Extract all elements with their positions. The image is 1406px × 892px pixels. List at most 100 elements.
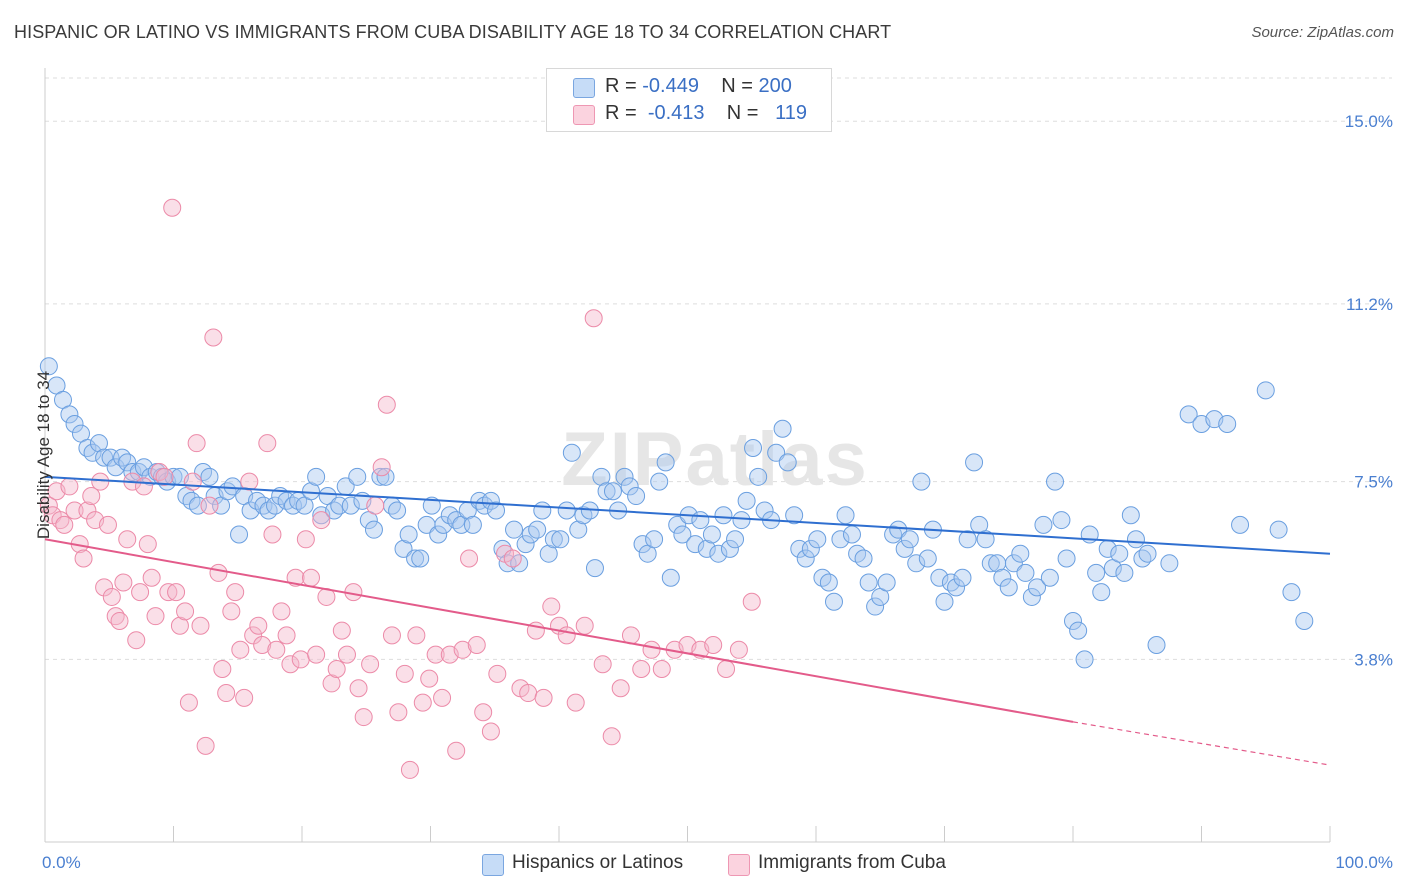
point-cuba bbox=[717, 660, 736, 679]
point-hispanic bbox=[406, 549, 425, 568]
point-hispanic bbox=[866, 597, 885, 616]
n-label: N = bbox=[721, 75, 753, 97]
point-hispanic bbox=[307, 467, 326, 486]
point-cuba bbox=[60, 477, 79, 496]
point-cuba bbox=[296, 530, 315, 549]
point-cuba bbox=[420, 669, 439, 688]
point-hispanic bbox=[447, 511, 466, 530]
point-cuba bbox=[372, 458, 391, 477]
point-cuba bbox=[377, 395, 396, 414]
point-cuba bbox=[652, 660, 671, 679]
point-hispanic bbox=[1011, 544, 1030, 563]
r-value: -0.449 bbox=[642, 75, 699, 97]
point-hispanic bbox=[691, 511, 710, 530]
point-hispanic bbox=[953, 568, 972, 587]
point-hispanic bbox=[603, 482, 622, 501]
source-note: Source: ZipAtlas.com bbox=[1251, 24, 1394, 41]
point-cuba bbox=[433, 688, 452, 707]
point-hispanic bbox=[223, 477, 242, 496]
point-hispanic bbox=[364, 520, 383, 539]
point-cuba bbox=[349, 679, 368, 698]
point-cuba bbox=[286, 568, 305, 587]
point-hispanic bbox=[557, 501, 576, 520]
point-hispanic bbox=[1133, 549, 1152, 568]
point-cuba bbox=[167, 583, 186, 602]
point-cuba bbox=[65, 501, 84, 520]
point-cuba bbox=[557, 626, 576, 645]
point-hispanic bbox=[1022, 587, 1041, 606]
point-cuba bbox=[312, 511, 331, 530]
r-value: -0.413 bbox=[647, 102, 705, 124]
chart-title: HISPANIC OR LATINO VS IMMIGRANTS FROM CU… bbox=[14, 22, 892, 42]
axes bbox=[44, 68, 1331, 843]
point-hispanic bbox=[627, 487, 646, 506]
point-hispanic bbox=[569, 520, 588, 539]
point-cuba bbox=[196, 736, 215, 755]
point-cuba bbox=[258, 434, 277, 453]
point-hispanic bbox=[1087, 563, 1106, 582]
point-hispanic bbox=[981, 554, 1000, 573]
point-hispanic bbox=[562, 443, 581, 462]
point-cuba bbox=[426, 645, 445, 664]
point-cuba bbox=[400, 760, 419, 779]
point-cuba bbox=[332, 621, 351, 640]
point-cuba bbox=[102, 587, 121, 606]
point-hispanic bbox=[1160, 554, 1179, 573]
point-hispanic bbox=[1231, 515, 1250, 534]
point-cuba bbox=[263, 525, 282, 544]
point-hispanic bbox=[1075, 650, 1094, 669]
point-cuba bbox=[39, 496, 58, 515]
tick-labels: 3.8% 7.5% 11.2% 15.0% 0.0% 100.0% bbox=[42, 112, 1393, 872]
point-cuba bbox=[389, 703, 408, 722]
point-hispanic bbox=[481, 491, 500, 510]
point-cuba bbox=[413, 693, 432, 712]
point-hispanic bbox=[95, 448, 114, 467]
point-hispanic bbox=[918, 549, 937, 568]
point-cuba bbox=[142, 568, 161, 587]
point-hispanic bbox=[912, 472, 931, 491]
point-hispanic bbox=[877, 573, 896, 592]
point-cuba bbox=[179, 693, 198, 712]
correlation-legend: R = -0.449 N = 200 R = -0.413 N = 119 bbox=[546, 68, 832, 132]
r-label: R = bbox=[605, 75, 637, 97]
point-hispanic bbox=[1057, 549, 1076, 568]
point-cuba bbox=[78, 501, 97, 520]
y-tick-label: 3.8% bbox=[1354, 650, 1393, 669]
point-cuba bbox=[534, 688, 553, 707]
legend-swatch-pink bbox=[573, 105, 595, 125]
point-hispanic bbox=[1004, 554, 1023, 573]
point-hispanic bbox=[702, 525, 721, 544]
point-cuba bbox=[602, 727, 621, 746]
point-hispanic bbox=[592, 467, 611, 486]
point-hispanic bbox=[371, 467, 390, 486]
point-cuba bbox=[95, 578, 114, 597]
point-cuba bbox=[575, 616, 594, 635]
point-cuba bbox=[481, 722, 500, 741]
point-cuba bbox=[131, 583, 150, 602]
point-hispanic bbox=[801, 539, 820, 558]
point-hispanic bbox=[1295, 611, 1314, 630]
point-cuba bbox=[542, 597, 561, 616]
point-hispanic bbox=[941, 573, 960, 592]
point-hispanic bbox=[1147, 635, 1166, 654]
legend-swatch-blue bbox=[482, 854, 504, 876]
point-cuba bbox=[163, 198, 182, 217]
y-tick-label: 11.2% bbox=[1346, 295, 1393, 314]
point-hispanic bbox=[1092, 583, 1111, 602]
legend-label: Immigrants from Cuba bbox=[758, 852, 946, 873]
point-cuba bbox=[729, 640, 748, 659]
point-hispanic bbox=[118, 453, 137, 472]
point-hispanic bbox=[1218, 414, 1237, 433]
point-cuba bbox=[213, 660, 232, 679]
point-hispanic bbox=[113, 448, 132, 467]
point-hispanic bbox=[778, 453, 797, 472]
point-hispanic bbox=[266, 496, 285, 515]
point-hispanic bbox=[836, 506, 855, 525]
point-hispanic bbox=[487, 501, 506, 520]
point-hispanic bbox=[585, 559, 604, 578]
point-cuba bbox=[235, 688, 254, 707]
point-hispanic bbox=[720, 539, 739, 558]
point-hispanic bbox=[930, 568, 949, 587]
point-hispanic bbox=[726, 530, 745, 549]
